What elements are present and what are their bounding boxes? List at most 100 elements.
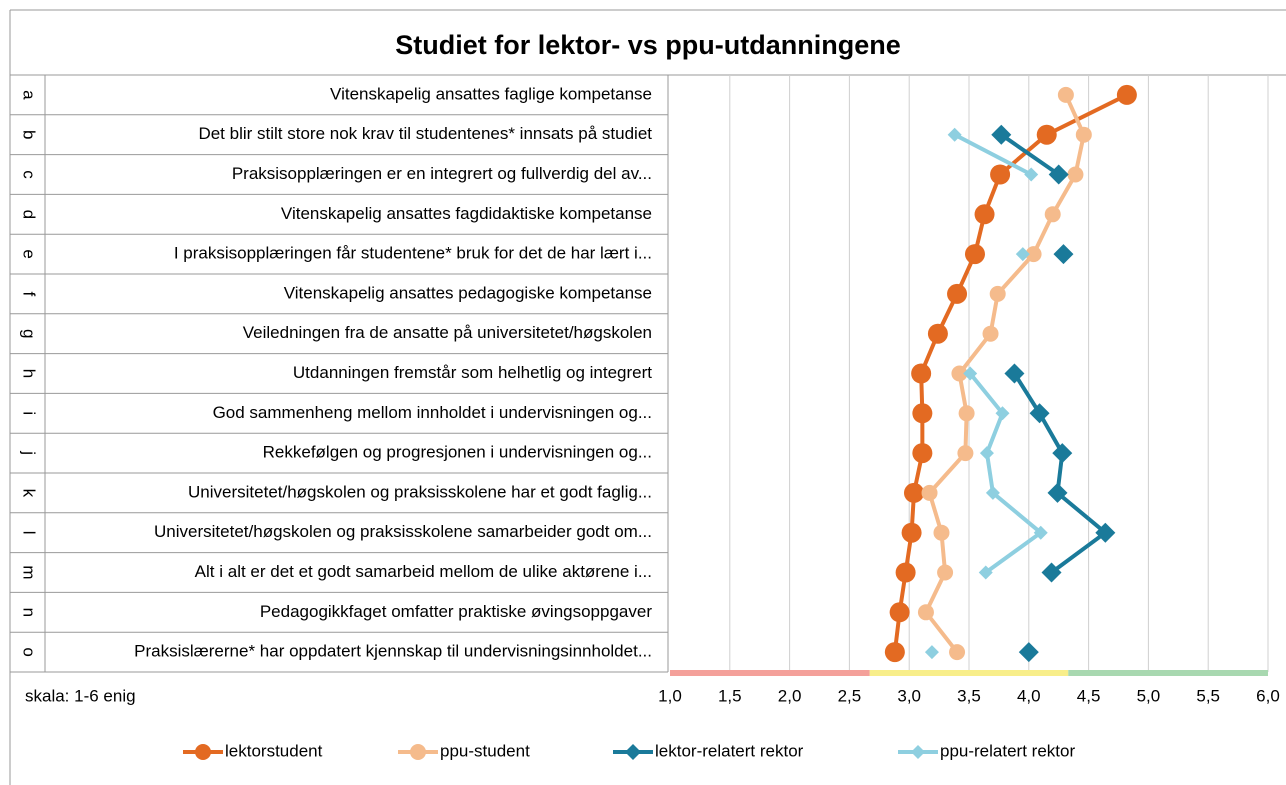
legend-label: ppu-student xyxy=(440,741,530,760)
point xyxy=(991,124,1012,145)
point xyxy=(912,443,933,464)
point xyxy=(949,644,966,661)
point xyxy=(1025,246,1042,263)
point xyxy=(1048,164,1069,185)
point xyxy=(889,602,910,623)
row-label: Praksisopplæringen er en integrert og fu… xyxy=(232,164,652,183)
x-tick-label: 6,0 xyxy=(1256,686,1280,705)
row-label: Universitetet/høgskolen og praksisskolen… xyxy=(154,522,652,541)
row-label: Alt i alt er det et godt samarbeid mello… xyxy=(195,562,652,581)
point xyxy=(921,484,938,501)
row-label: Universitetet/høgskolen og praksisskolen… xyxy=(188,482,652,501)
row-letter: d xyxy=(20,210,39,219)
chart-title: Studiet for lektor- vs ppu-utdanningene xyxy=(395,30,901,60)
row-label: Veiledningen fra de ansatte på universit… xyxy=(243,323,652,342)
row-letter: a xyxy=(20,90,39,100)
row-label: Det blir stilt store nok krav til studen… xyxy=(198,124,652,143)
scale-band xyxy=(1068,670,1268,676)
scale-band xyxy=(869,670,1069,676)
legend-marker xyxy=(410,744,426,760)
row-label: I praksisopplæringen får studentene* bru… xyxy=(174,244,652,263)
point xyxy=(1116,84,1137,105)
row-label: Vitenskapelig ansattes faglige kompetans… xyxy=(330,84,652,103)
x-tick-label: 2,0 xyxy=(778,686,802,705)
point xyxy=(1024,167,1039,182)
point xyxy=(1052,443,1073,464)
legend-marker xyxy=(911,745,925,759)
point xyxy=(901,522,922,543)
row-letter: b xyxy=(20,130,39,139)
row-letter: l xyxy=(20,531,39,535)
point xyxy=(1015,247,1030,262)
point xyxy=(1075,126,1092,143)
point xyxy=(947,127,962,142)
x-tick-label: 1,0 xyxy=(658,686,682,705)
point xyxy=(1004,363,1025,384)
point xyxy=(1067,166,1084,183)
row-label: Pedagogikkfaget omfatter praktiske øving… xyxy=(260,602,653,621)
legend-marker xyxy=(195,744,211,760)
row-letter: h xyxy=(20,369,39,378)
point xyxy=(974,204,995,225)
point xyxy=(989,285,1006,302)
x-tick-label: 3,0 xyxy=(897,686,921,705)
x-tick-label: 4,5 xyxy=(1077,686,1101,705)
row-letter: j xyxy=(20,450,39,455)
row-letter: i xyxy=(20,411,39,415)
point xyxy=(924,645,939,660)
scale-band xyxy=(670,670,870,676)
point xyxy=(884,642,905,663)
point xyxy=(957,445,974,462)
legend-marker xyxy=(625,744,641,760)
point xyxy=(995,406,1010,421)
point xyxy=(937,564,954,581)
row-letter: e xyxy=(20,249,39,258)
point xyxy=(1047,482,1068,503)
x-tick-label: 3,5 xyxy=(957,686,981,705)
point xyxy=(1036,124,1057,145)
point xyxy=(911,363,932,384)
point xyxy=(933,524,950,541)
x-tick-label: 4,0 xyxy=(1017,686,1041,705)
point xyxy=(951,365,968,382)
row-letter: g xyxy=(20,329,39,338)
point xyxy=(895,562,916,583)
x-tick-label: 2,5 xyxy=(838,686,862,705)
point xyxy=(1033,525,1048,540)
row-label: Vitenskapelig ansattes pedagogiske kompe… xyxy=(284,283,652,302)
point xyxy=(927,323,948,344)
x-tick-label: 5,0 xyxy=(1137,686,1161,705)
point xyxy=(978,565,993,580)
point xyxy=(917,604,934,621)
row-label: Vitenskapelig ansattes fagdidaktiske kom… xyxy=(281,204,652,223)
point xyxy=(1041,562,1062,583)
point xyxy=(964,244,985,265)
point xyxy=(979,446,994,461)
row-label: Utdanningen fremstår som helhetlig og in… xyxy=(293,363,652,382)
point xyxy=(958,405,975,422)
legend-label: lektorstudent xyxy=(225,741,323,760)
row-label: Rekkefølgen og progresjonen i undervisni… xyxy=(263,443,652,462)
row-letter: f xyxy=(20,292,39,297)
point xyxy=(1018,642,1039,663)
legend-label: ppu-relatert rektor xyxy=(940,741,1075,760)
row-letter: c xyxy=(20,170,39,179)
point xyxy=(947,283,968,304)
row-letter: k xyxy=(20,489,39,498)
point xyxy=(912,403,933,424)
x-tick-label: 5,5 xyxy=(1196,686,1220,705)
point xyxy=(903,482,924,503)
point xyxy=(1057,86,1074,103)
point xyxy=(1095,522,1116,543)
row-letter: n xyxy=(20,608,39,617)
point xyxy=(1053,244,1074,265)
point xyxy=(990,164,1011,185)
point xyxy=(982,325,999,342)
point xyxy=(985,485,1000,500)
row-label: Praksislærerne* har oppdatert kjennskap … xyxy=(134,642,652,661)
row-letter: m xyxy=(20,565,39,579)
point xyxy=(1029,403,1050,424)
row-letter: o xyxy=(20,647,39,656)
x-tick-label: 1,5 xyxy=(718,686,742,705)
